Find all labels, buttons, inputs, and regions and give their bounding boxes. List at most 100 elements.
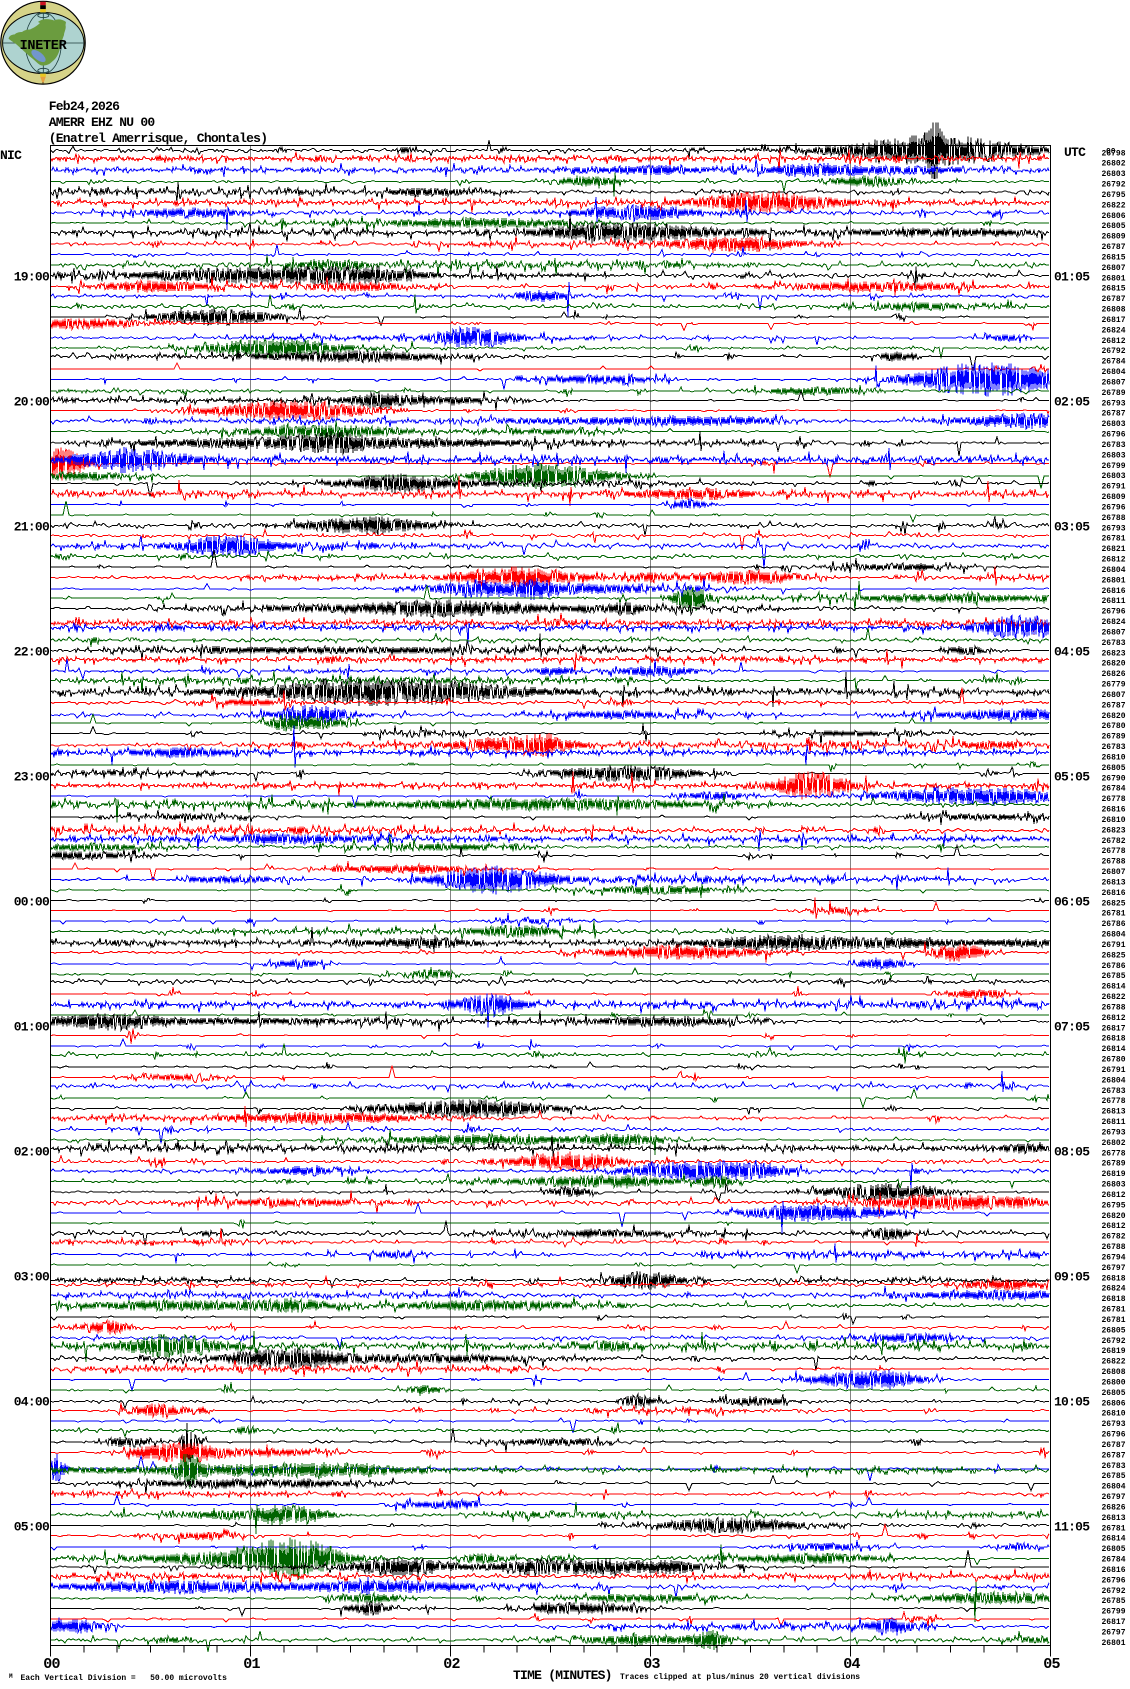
svg-text:26793: 26793 [1101, 1420, 1125, 1429]
svg-text:26799: 26799 [1101, 1608, 1125, 1617]
svg-text:26781: 26781 [1101, 1306, 1125, 1315]
svg-text:26801: 26801 [1101, 576, 1125, 585]
svg-text:26790: 26790 [1101, 774, 1125, 783]
svg-text:26787: 26787 [1101, 243, 1125, 252]
svg-text:26816: 26816 [1101, 587, 1125, 596]
svg-text:20:00: 20:00 [14, 394, 50, 409]
svg-text:03:05: 03:05 [1054, 519, 1090, 534]
svg-text:26807: 26807 [1101, 264, 1125, 273]
svg-text:26782: 26782 [1101, 1233, 1125, 1242]
svg-text:26809: 26809 [1101, 493, 1125, 502]
svg-text:26825: 26825 [1101, 899, 1125, 908]
svg-text:26796: 26796 [1101, 503, 1125, 512]
svg-text:26817: 26817 [1101, 1024, 1125, 1033]
svg-text:26783: 26783 [1101, 639, 1125, 648]
svg-text:22:00: 22:00 [14, 644, 50, 659]
svg-text:09:05: 09:05 [1054, 1269, 1090, 1284]
svg-text:26796: 26796 [1101, 431, 1125, 440]
svg-text:26824: 26824 [1101, 1285, 1125, 1294]
svg-text:26818: 26818 [1101, 1035, 1125, 1044]
svg-text:26797: 26797 [1101, 1493, 1125, 1502]
svg-text:26821: 26821 [1101, 545, 1125, 554]
svg-text:26784: 26784 [1101, 1556, 1125, 1565]
svg-text:01:00: 01:00 [14, 1019, 50, 1034]
svg-text:26783: 26783 [1101, 743, 1125, 752]
svg-text:26807: 26807 [1101, 691, 1125, 700]
svg-text:06:05: 06:05 [1054, 894, 1090, 909]
svg-text:26789: 26789 [1101, 389, 1125, 398]
svg-text:26820: 26820 [1101, 660, 1125, 669]
svg-text:M: M [9, 1673, 13, 1680]
svg-text:26805: 26805 [1101, 1326, 1125, 1335]
svg-text:26783: 26783 [1101, 1087, 1125, 1096]
svg-text:26823: 26823 [1101, 826, 1125, 835]
svg-text:26795: 26795 [1101, 191, 1125, 200]
svg-text:UTC: UTC [1064, 145, 1086, 160]
svg-text:02:05: 02:05 [1054, 394, 1090, 409]
svg-text:26787: 26787 [1101, 410, 1125, 419]
svg-text:(Enatrel Amerrisque, Chontales: (Enatrel Amerrisque, Chontales) [49, 131, 268, 146]
svg-text:26778: 26778 [1101, 847, 1125, 856]
svg-text:26782: 26782 [1101, 837, 1125, 846]
svg-text:26806: 26806 [1101, 212, 1125, 221]
svg-text:26799: 26799 [1101, 462, 1125, 471]
svg-text:05:05: 05:05 [1054, 769, 1090, 784]
svg-text:01: 01 [243, 1656, 260, 1673]
svg-text:26788: 26788 [1101, 858, 1125, 867]
svg-text:26806: 26806 [1101, 1399, 1125, 1408]
svg-text:Traces clipped at plus/minus 2: Traces clipped at plus/minus 20 vertical… [620, 1673, 860, 1682]
svg-text:26823: 26823 [1101, 649, 1125, 658]
svg-text:03: 03 [643, 1656, 660, 1673]
svg-text:26781: 26781 [1101, 910, 1125, 919]
svg-text:26779: 26779 [1101, 681, 1125, 690]
svg-text:26802: 26802 [1101, 1139, 1125, 1148]
svg-text:26820: 26820 [1101, 1212, 1125, 1221]
svg-text:26822: 26822 [1101, 1358, 1125, 1367]
svg-text:26814: 26814 [1101, 1535, 1125, 1544]
svg-text:03:00: 03:00 [14, 1269, 50, 1284]
svg-text:26781: 26781 [1101, 1524, 1125, 1533]
svg-text:26800: 26800 [1101, 1378, 1125, 1387]
svg-text:02: 02 [443, 1656, 460, 1673]
svg-text:26792: 26792 [1101, 1337, 1125, 1346]
svg-text:26795: 26795 [1101, 1201, 1125, 1210]
svg-text:05: 05 [1043, 1656, 1060, 1673]
svg-text:26804: 26804 [1101, 1483, 1125, 1492]
svg-text:NIC: NIC [0, 148, 22, 163]
svg-text:26785: 26785 [1101, 1597, 1125, 1606]
svg-text:26826: 26826 [1101, 1503, 1125, 1512]
svg-text:26804: 26804 [1101, 368, 1125, 377]
svg-text:26805: 26805 [1101, 1545, 1125, 1554]
svg-text:26805: 26805 [1101, 1389, 1125, 1398]
svg-text:26792: 26792 [1101, 347, 1125, 356]
svg-text:26802: 26802 [1101, 160, 1125, 169]
svg-text:26791: 26791 [1101, 1066, 1125, 1075]
svg-text:26788: 26788 [1101, 1243, 1125, 1252]
svg-text:26807: 26807 [1101, 628, 1125, 637]
svg-text:26797: 26797 [1101, 1628, 1125, 1637]
svg-text:Each Vertical Division = 50.: Each Vertical Division = 50.00 microvolt… [21, 1674, 228, 1683]
svg-text:10:05: 10:05 [1054, 1394, 1090, 1409]
svg-text:26803: 26803 [1101, 451, 1125, 460]
svg-text:26801: 26801 [1101, 1639, 1125, 1648]
svg-text:26783: 26783 [1101, 1462, 1125, 1471]
svg-text:04:05: 04:05 [1054, 644, 1090, 659]
svg-text:26810: 26810 [1101, 816, 1125, 825]
svg-text:00:00: 00:00 [14, 894, 50, 909]
svg-text:26810: 26810 [1101, 1410, 1125, 1419]
svg-text:26787: 26787 [1101, 701, 1125, 710]
svg-text:26814: 26814 [1101, 1045, 1125, 1054]
svg-text:26817: 26817 [1101, 1618, 1125, 1627]
svg-text:26815: 26815 [1101, 285, 1125, 294]
svg-text:26813: 26813 [1101, 1514, 1125, 1523]
svg-text:26803: 26803 [1101, 1181, 1125, 1190]
svg-text:26812: 26812 [1101, 556, 1125, 565]
svg-text:26824: 26824 [1101, 618, 1125, 627]
svg-text:07:05: 07:05 [1054, 1019, 1090, 1034]
svg-text:26791: 26791 [1101, 483, 1125, 492]
svg-text:26786: 26786 [1101, 920, 1125, 929]
svg-text:26801: 26801 [1101, 274, 1125, 283]
svg-text:26816: 26816 [1101, 1566, 1125, 1575]
svg-text:26812: 26812 [1101, 1191, 1125, 1200]
svg-text:Feb24,2026: Feb24,2026 [49, 99, 120, 114]
